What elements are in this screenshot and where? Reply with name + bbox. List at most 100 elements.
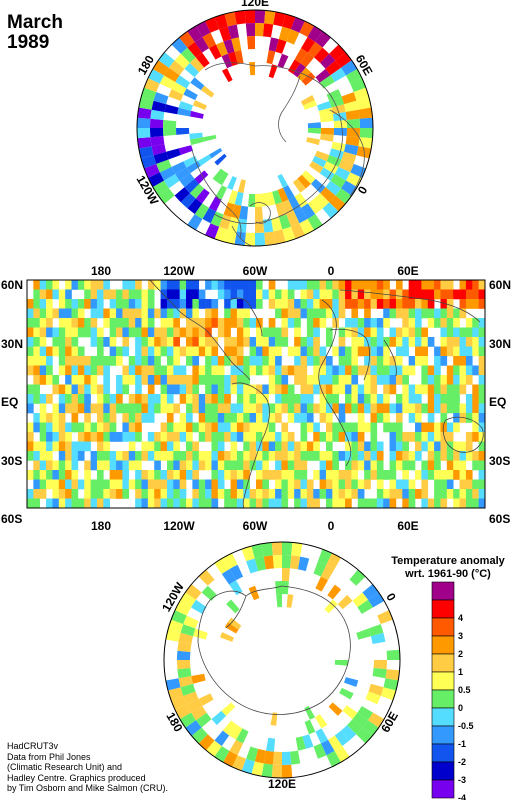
anomaly-cell bbox=[135, 413, 142, 423]
anomaly-cell bbox=[33, 280, 41, 290]
anomaly-cell bbox=[306, 403, 314, 414]
anomaly-cell bbox=[389, 289, 397, 300]
anomaly-cell bbox=[315, 31, 331, 48]
anomaly-cell bbox=[122, 422, 130, 433]
anomaly-cell bbox=[362, 720, 379, 736]
anomaly-cell bbox=[325, 289, 333, 300]
anomaly-cell bbox=[472, 460, 479, 471]
anomaly-cell bbox=[122, 460, 130, 471]
anomaly-cell bbox=[338, 337, 346, 347]
anomaly-cell bbox=[319, 167, 335, 181]
anomaly-cell bbox=[357, 451, 365, 461]
anomaly-cell bbox=[58, 479, 66, 490]
anomaly-cell bbox=[281, 403, 289, 414]
anomaly-cell bbox=[239, 205, 249, 220]
anomaly-cell bbox=[173, 489, 180, 499]
anomaly-cell bbox=[166, 384, 174, 395]
anomaly-cell bbox=[205, 498, 212, 508]
anomaly-cell bbox=[323, 161, 339, 174]
anomaly-cell bbox=[154, 489, 161, 499]
anomaly-cell bbox=[478, 356, 485, 366]
anomaly-cell bbox=[313, 327, 320, 338]
anomaly-cell bbox=[268, 489, 276, 499]
anomaly-cell bbox=[179, 289, 187, 300]
anomaly-cell bbox=[334, 166, 351, 181]
anomaly-cell bbox=[116, 403, 123, 414]
anomaly-cell bbox=[210, 211, 224, 227]
anomaly-cell bbox=[221, 569, 236, 585]
anomaly-cell bbox=[96, 479, 104, 490]
lon-label-bottom: 60E bbox=[397, 519, 418, 533]
anomaly-cell bbox=[453, 384, 460, 395]
anomaly-cell bbox=[90, 318, 98, 328]
anomaly-cell bbox=[300, 479, 308, 490]
anomaly-cell bbox=[364, 394, 371, 404]
anomaly-cell bbox=[137, 107, 152, 119]
anomaly-cell bbox=[211, 479, 219, 490]
anomaly-cell bbox=[103, 432, 110, 442]
anomaly-cell bbox=[478, 337, 485, 347]
anomaly-cell bbox=[440, 384, 448, 395]
anomaly-cell bbox=[39, 441, 47, 452]
anomaly-cell bbox=[275, 308, 282, 319]
anomaly-cell bbox=[357, 422, 365, 433]
anomaly-cell bbox=[154, 346, 161, 357]
anomaly-cell bbox=[314, 47, 330, 63]
anomaly-cell bbox=[472, 318, 479, 328]
anomaly-cell bbox=[287, 318, 295, 328]
anomaly-cell bbox=[215, 185, 228, 200]
anomaly-cell bbox=[459, 384, 467, 395]
anomaly-cell bbox=[77, 422, 85, 433]
anomaly-cell bbox=[275, 299, 282, 309]
anomaly-cell bbox=[256, 280, 263, 290]
anomaly-cell bbox=[77, 394, 85, 404]
anomaly-cell bbox=[395, 451, 403, 461]
anomaly-cell bbox=[332, 394, 339, 404]
anomaly-cell bbox=[408, 489, 416, 499]
anomaly-cell bbox=[205, 413, 212, 423]
anomaly-cell bbox=[287, 470, 295, 480]
anomaly-cell bbox=[249, 489, 257, 499]
anomaly-cell bbox=[434, 375, 441, 385]
anomaly-cell bbox=[288, 196, 301, 212]
anomaly-cell bbox=[370, 299, 378, 309]
anomaly-cell bbox=[278, 26, 291, 42]
anomaly-cell bbox=[306, 479, 314, 490]
anomaly-cell bbox=[338, 346, 346, 357]
anomaly-cell bbox=[236, 346, 244, 357]
anomaly-cell bbox=[294, 280, 301, 290]
anomaly-cell bbox=[356, 97, 372, 110]
anomaly-cell bbox=[357, 479, 365, 490]
anomaly-cell bbox=[402, 479, 409, 490]
anomaly-cell bbox=[236, 394, 244, 404]
anomaly-cell bbox=[306, 327, 314, 338]
anomaly-cell bbox=[276, 594, 282, 608]
anomaly-cell bbox=[415, 308, 422, 319]
anomaly-cell bbox=[154, 337, 161, 347]
anomaly-cell bbox=[211, 432, 219, 442]
anomaly-cell bbox=[150, 109, 165, 120]
anomaly-cell bbox=[154, 327, 161, 338]
anomaly-cell bbox=[33, 346, 41, 357]
anomaly-cell bbox=[211, 460, 219, 471]
anomaly-cell bbox=[96, 308, 104, 319]
anomaly-cell bbox=[122, 289, 130, 300]
anomaly-cell bbox=[147, 327, 155, 338]
anomaly-cell bbox=[224, 289, 231, 300]
anomaly-cell bbox=[230, 299, 238, 309]
anomaly-cell bbox=[128, 422, 136, 433]
anomaly-cell bbox=[275, 202, 287, 217]
anomaly-cell bbox=[306, 498, 314, 508]
anomaly-cell bbox=[122, 432, 130, 442]
anomaly-cell bbox=[135, 432, 142, 442]
anomaly-cell bbox=[300, 337, 308, 347]
anomaly-cell bbox=[351, 403, 359, 414]
anomaly-cell bbox=[52, 422, 60, 433]
anomaly-cell bbox=[211, 375, 219, 385]
anomaly-cell bbox=[325, 280, 333, 290]
anomaly-cell bbox=[109, 460, 117, 471]
anomaly-cell bbox=[370, 632, 386, 644]
anomaly-cell bbox=[77, 498, 85, 508]
anomaly-cell bbox=[192, 394, 200, 404]
